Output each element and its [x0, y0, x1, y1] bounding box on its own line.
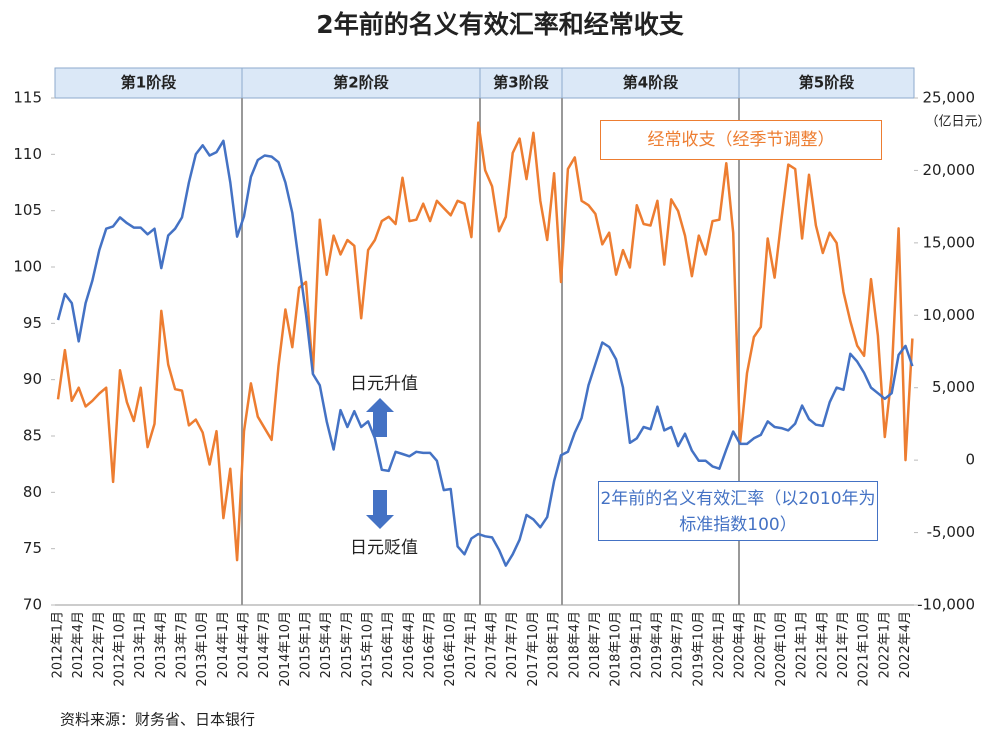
x-tick-label: 2018年1月 [547, 611, 562, 678]
y-tick-label: 75 [23, 539, 42, 557]
y2-tick-label: 10,000 [923, 306, 976, 324]
y2-tick-label: 0 [965, 451, 975, 469]
x-tick-label: 2018年4月 [567, 611, 582, 678]
phase-box [241, 67, 481, 99]
phase-label: 第2阶段 [333, 74, 388, 92]
x-tick-label: 2022年4月 [898, 611, 913, 678]
y-tick-label: 115 [13, 89, 42, 107]
x-tick-label: 2021年10月 [857, 611, 872, 687]
y2-tick-label: 5,000 [932, 378, 975, 396]
y-tick-label: 70 [23, 596, 42, 614]
x-tick-label: 2017年7月 [505, 611, 520, 678]
x-tick-label: 2012年7月 [92, 611, 107, 678]
x-tick-label: 2020年1月 [712, 611, 727, 678]
phase-box [561, 67, 740, 99]
y-tick-label: 80 [23, 483, 42, 501]
x-tick-label: 2020年4月 [733, 611, 748, 678]
phase-label: 第1阶段 [121, 74, 176, 92]
y-tick-label: 100 [13, 258, 42, 276]
y2-tick-label: 25,000 [923, 89, 976, 107]
x-tick-label: 2017年10月 [526, 611, 541, 687]
x-tick-label: 2022年1月 [877, 611, 892, 678]
x-tick-label: 2013年1月 [133, 611, 148, 678]
x-tick-label: 2015年10月 [361, 611, 376, 687]
series-line [56, 121, 914, 562]
x-tick-label: 2018年7月 [588, 611, 603, 678]
x-tick-label: 2020年10月 [774, 611, 789, 687]
x-tick-label: 2014年10月 [278, 611, 293, 687]
x-tick-label: 2019年7月 [671, 611, 686, 678]
x-tick-label: 2021年4月 [815, 611, 830, 678]
phase-box [479, 67, 563, 99]
y-tick-label: 90 [23, 370, 42, 388]
x-tick-label: 2015年7月 [340, 611, 355, 678]
x-tick-label: 2015年4月 [319, 611, 334, 678]
y2-tick-label: 20,000 [923, 161, 976, 179]
x-tick-label: 2020年7月 [753, 611, 768, 678]
x-tick-label: 2021年1月 [795, 611, 810, 678]
x-tick-label: 2013年4月 [154, 611, 169, 678]
x-tick-label: 2014年7月 [257, 611, 272, 678]
x-tick-label: 2012年1月 [51, 611, 66, 678]
arrow-down [366, 490, 394, 529]
annotation: 日元升值 [350, 374, 418, 394]
phase-label: 第5阶段 [799, 74, 854, 92]
phase-box [54, 67, 243, 99]
x-tick-label: 2014年4月 [237, 611, 252, 678]
y-tick-label: 85 [23, 427, 42, 445]
x-tick-label: 2016年1月 [381, 611, 396, 678]
phase-box [738, 67, 915, 99]
x-tick-label: 2016年7月 [423, 611, 438, 678]
x-tick-label: 2019年4月 [650, 611, 665, 678]
x-tick-label: 2019年1月 [629, 611, 644, 678]
x-tick-label: 2017年1月 [464, 611, 479, 678]
x-tick-label: 2018年10月 [609, 611, 624, 687]
y-tick-label: 95 [23, 314, 42, 332]
annotation: 日元贬值 [350, 538, 418, 558]
x-tick-label: 2019年10月 [691, 611, 706, 687]
x-tick-label: 2012年4月 [71, 611, 86, 678]
series-line [56, 139, 914, 567]
phase-label: 第3阶段 [493, 74, 548, 92]
x-tick-label: 2017年4月 [485, 611, 500, 678]
y2-unit: （亿日元） [925, 115, 990, 130]
arrow-up [366, 398, 394, 437]
y2-tick-label: 15,000 [923, 233, 976, 251]
x-tick-label: 2021年7月 [836, 611, 851, 678]
x-tick-label: 2014年1月 [216, 611, 231, 678]
source: 资料来源：财务省、日本银行 [60, 711, 255, 729]
chart-title: 2年前的名义有效汇率和经常收支 [316, 10, 683, 39]
y-tick-label: 105 [13, 201, 42, 219]
x-tick-label: 2012年10月 [113, 611, 128, 687]
y2-tick-label: -5,000 [927, 523, 975, 541]
legend-entry: 2年前的名义有效汇率（以2010年为标准指数100） [598, 481, 878, 541]
y2-tick-label: -10,000 [917, 596, 975, 614]
y-tick-label: 110 [13, 145, 42, 163]
x-tick-label: 2016年10月 [443, 611, 458, 687]
phase-label: 第4阶段 [623, 74, 678, 92]
x-tick-label: 2013年10月 [195, 611, 210, 687]
x-tick-label: 2016年4月 [402, 611, 417, 678]
legend-entry: 经常收支（经季节调整） [600, 120, 882, 160]
x-tick-label: 2013年7月 [175, 611, 190, 678]
x-tick-label: 2015年1月 [299, 611, 314, 678]
